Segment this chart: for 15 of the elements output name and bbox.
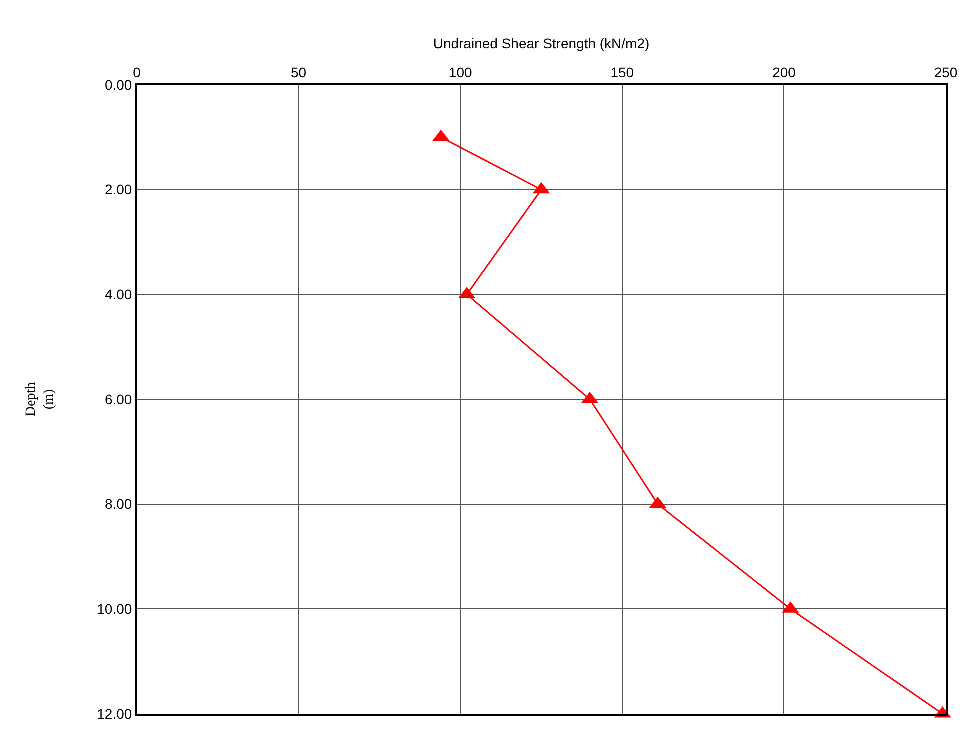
x-tick-label: 200 bbox=[772, 64, 796, 80]
x-tick-label: 50 bbox=[291, 64, 307, 80]
y-tick-label: 12.00 bbox=[97, 706, 132, 722]
y-tick-label: 6.00 bbox=[104, 391, 132, 408]
y-tick-label: 2.00 bbox=[104, 182, 132, 198]
x-tick-label: 250 bbox=[934, 64, 958, 80]
x-tick-label: 150 bbox=[610, 64, 634, 80]
x-tick-label: 0 bbox=[133, 64, 142, 80]
y-tick-label: 0.00 bbox=[104, 76, 132, 93]
y-tick-label: 8.00 bbox=[104, 496, 132, 512]
y-axis-title: Depth (m) bbox=[24, 382, 58, 417]
y-tick-label: 4.00 bbox=[104, 286, 132, 303]
x-tick-label: 100 bbox=[448, 64, 472, 80]
y-tick-label: 10.00 bbox=[97, 601, 132, 618]
x-axis-title: Undrained Shear Strength (kN/m2) bbox=[433, 36, 650, 52]
